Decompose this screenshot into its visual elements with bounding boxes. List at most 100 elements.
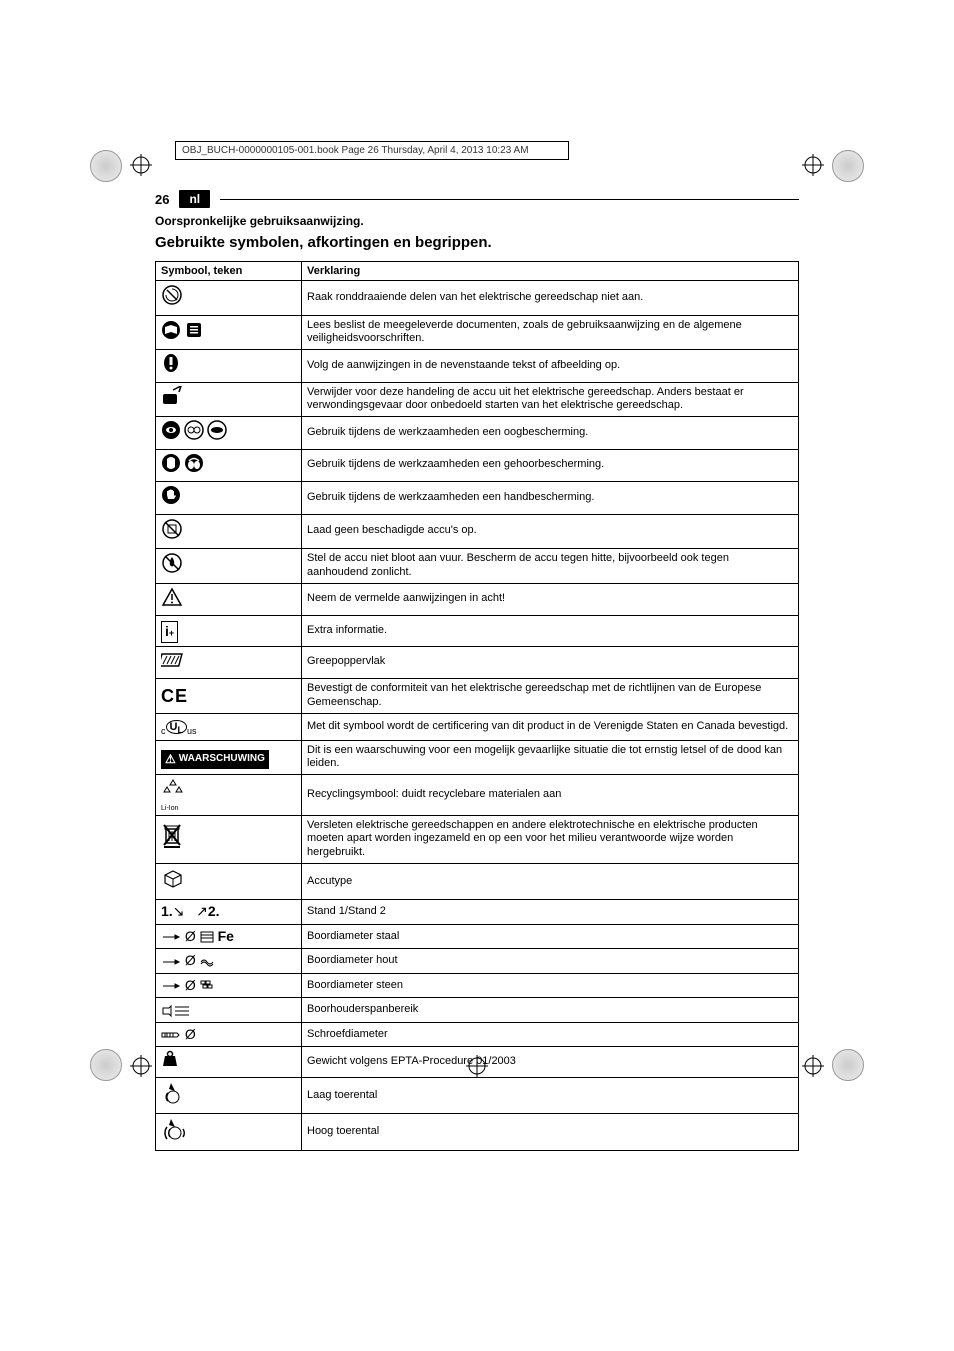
table-row: Stel de accu niet bloot aan vuur. Besche… xyxy=(156,549,799,584)
table-row: ⚠WAARSCHUWINGDit is een waarschuwing voo… xyxy=(156,740,799,775)
symbol-drill-steel-icon: Ø Fe xyxy=(156,924,302,949)
explanation: Greepoppervlak xyxy=(302,646,799,679)
explanation: Gebruik tijdens de werkzaamheden een han… xyxy=(302,482,799,515)
table-row: Raak ronddraaiende delen van het elektri… xyxy=(156,281,799,316)
symbol-info-icon: i+ xyxy=(156,616,302,647)
table-row: Volg de aanwijzingen in de nevenstaande … xyxy=(156,350,799,383)
explanation: Versleten elektrische gereedschappen en … xyxy=(302,815,799,863)
explanation: Volg de aanwijzingen in de nevenstaande … xyxy=(302,350,799,383)
registration-mark xyxy=(802,154,824,176)
table-row: Gebruik tijdens de werkzaamheden een han… xyxy=(156,482,799,515)
symbol-follow-icon xyxy=(156,350,302,383)
table-row: cULusMet dit symbool wordt de certificer… xyxy=(156,713,799,740)
symbol-recycle-icon: Li-Ion xyxy=(156,775,302,816)
explanation: Hoog toerental xyxy=(302,1114,799,1151)
table-row: Ø Boordiameter hout xyxy=(156,949,799,974)
symbol-no-damaged-battery-icon xyxy=(156,514,302,549)
explanation: Stand 1/Stand 2 xyxy=(302,900,799,925)
crop-mark xyxy=(90,1049,122,1081)
table-row: Lees beslist de meegeleverde documenten,… xyxy=(156,315,799,350)
explanation: Boordiameter steen xyxy=(302,973,799,998)
symbol-caution-icon xyxy=(156,583,302,616)
explanation: Boordiameter staal xyxy=(302,924,799,949)
explanation: Gebruik tijdens de werkzaamheden een geh… xyxy=(302,449,799,482)
explanation: Gewicht volgens EPTA-Procedure 01/2003 xyxy=(302,1047,799,1078)
symbol-battery-type-icon xyxy=(156,863,302,900)
symbol-eye-protection-icon xyxy=(156,417,302,450)
explanation: Recyclingsymbool: duidt recyclebare mate… xyxy=(302,775,799,816)
page-header: 26 nl xyxy=(155,190,799,208)
table-row: Gebruik tijdens de werkzaamheden een geh… xyxy=(156,449,799,482)
col-header-symbol: Symbool, teken xyxy=(156,262,302,281)
table-row: Hoog toerental xyxy=(156,1114,799,1151)
registration-mark xyxy=(802,1055,824,1077)
table-row: Gewicht volgens EPTA-Procedure 01/2003 xyxy=(156,1047,799,1078)
explanation: Boorhouderspanbereik xyxy=(302,998,799,1023)
table-row: Greepoppervlak xyxy=(156,646,799,679)
table-row: Laad geen beschadigde accu's op. xyxy=(156,514,799,549)
symbol-ce-icon: C E xyxy=(156,679,302,714)
symbol-remove-battery-icon xyxy=(156,382,302,417)
table-row: Ø Boordiameter steen xyxy=(156,973,799,998)
table-row: Versleten elektrische gereedschappen en … xyxy=(156,815,799,863)
symbol-hand-protection-icon xyxy=(156,482,302,515)
table-row: Verwijder voor deze handeling de accu ui… xyxy=(156,382,799,417)
registration-mark xyxy=(130,1055,152,1077)
symbol-ul-icon: cULus xyxy=(156,713,302,740)
symbol-weee-icon xyxy=(156,815,302,863)
symbols-table: Symbool, teken Verklaring Raak ronddraai… xyxy=(155,261,799,1151)
crop-mark xyxy=(90,150,122,182)
table-row: 1.↘ ↗2.Stand 1/Stand 2 xyxy=(156,900,799,925)
explanation: Laag toerental xyxy=(302,1077,799,1114)
symbol-low-speed-icon xyxy=(156,1077,302,1114)
table-row: Neem de vermelde aanwijzingen in acht! xyxy=(156,583,799,616)
symbol-high-speed-icon xyxy=(156,1114,302,1151)
explanation: Verwijder voor deze handeling de accu ui… xyxy=(302,382,799,417)
file-header: OBJ_BUCH-0000000105-001.book Page 26 Thu… xyxy=(175,141,569,160)
symbol-stand-icon: 1.↘ ↗2. xyxy=(156,900,302,925)
table-header-row: Symbool, teken Verklaring xyxy=(156,262,799,281)
explanation: Lees beslist de meegeleverde documenten,… xyxy=(302,315,799,350)
explanation: Neem de vermelde aanwijzingen in acht! xyxy=(302,583,799,616)
explanation: Stel de accu niet bloot aan vuur. Besche… xyxy=(302,549,799,584)
explanation: Accutype xyxy=(302,863,799,900)
language-badge: nl xyxy=(179,190,210,208)
symbol-chuck-range-icon xyxy=(156,998,302,1023)
explanation: Laad geen beschadigde accu's op. xyxy=(302,514,799,549)
table-row: Boorhouderspanbereik xyxy=(156,998,799,1023)
header-rule xyxy=(220,199,799,200)
crop-mark xyxy=(832,150,864,182)
symbol-warning-icon: ⚠WAARSCHUWING xyxy=(156,740,302,775)
explanation: Bevestigt de conformiteit van het elektr… xyxy=(302,679,799,714)
crop-mark xyxy=(832,1049,864,1081)
col-header-explanation: Verklaring xyxy=(302,262,799,281)
explanation: Met dit symbool wordt de certificering v… xyxy=(302,713,799,740)
explanation: Raak ronddraaiende delen van het elektri… xyxy=(302,281,799,316)
symbol-weight-icon xyxy=(156,1047,302,1078)
table-row: C EBevestigt de conformiteit van het ele… xyxy=(156,679,799,714)
table-row: Li-IonRecyclingsymbool: duidt recyclebar… xyxy=(156,775,799,816)
symbol-ear-protection-icon xyxy=(156,449,302,482)
table-row: Accutype xyxy=(156,863,799,900)
symbol-drill-stone-icon: Ø xyxy=(156,973,302,998)
symbol-grip-icon xyxy=(156,646,302,679)
table-row: ØSchroefdiameter xyxy=(156,1022,799,1047)
page-number: 26 xyxy=(155,192,169,207)
table-row: i+Extra informatie. xyxy=(156,616,799,647)
section-title: Gebruikte symbolen, afkortingen en begri… xyxy=(155,234,799,251)
registration-mark xyxy=(130,154,152,176)
explanation: Extra informatie. xyxy=(302,616,799,647)
symbol-read-docs-icon xyxy=(156,315,302,350)
explanation: Schroefdiameter xyxy=(302,1022,799,1047)
explanation: Boordiameter hout xyxy=(302,949,799,974)
explanation: Dit is een waarschuwing voor een mogelij… xyxy=(302,740,799,775)
table-row: Gebruik tijdens de werkzaamheden een oog… xyxy=(156,417,799,450)
symbol-drill-wood-icon: Ø xyxy=(156,949,302,974)
symbol-no-rotating-icon xyxy=(156,281,302,316)
symbol-no-fire-icon xyxy=(156,549,302,584)
table-row: Ø FeBoordiameter staal xyxy=(156,924,799,949)
subtitle: Oorspronkelijke gebruiksaanwijzing. xyxy=(155,214,799,228)
table-row: Laag toerental xyxy=(156,1077,799,1114)
explanation: Gebruik tijdens de werkzaamheden een oog… xyxy=(302,417,799,450)
symbol-screw-diameter-icon: Ø xyxy=(156,1022,302,1047)
